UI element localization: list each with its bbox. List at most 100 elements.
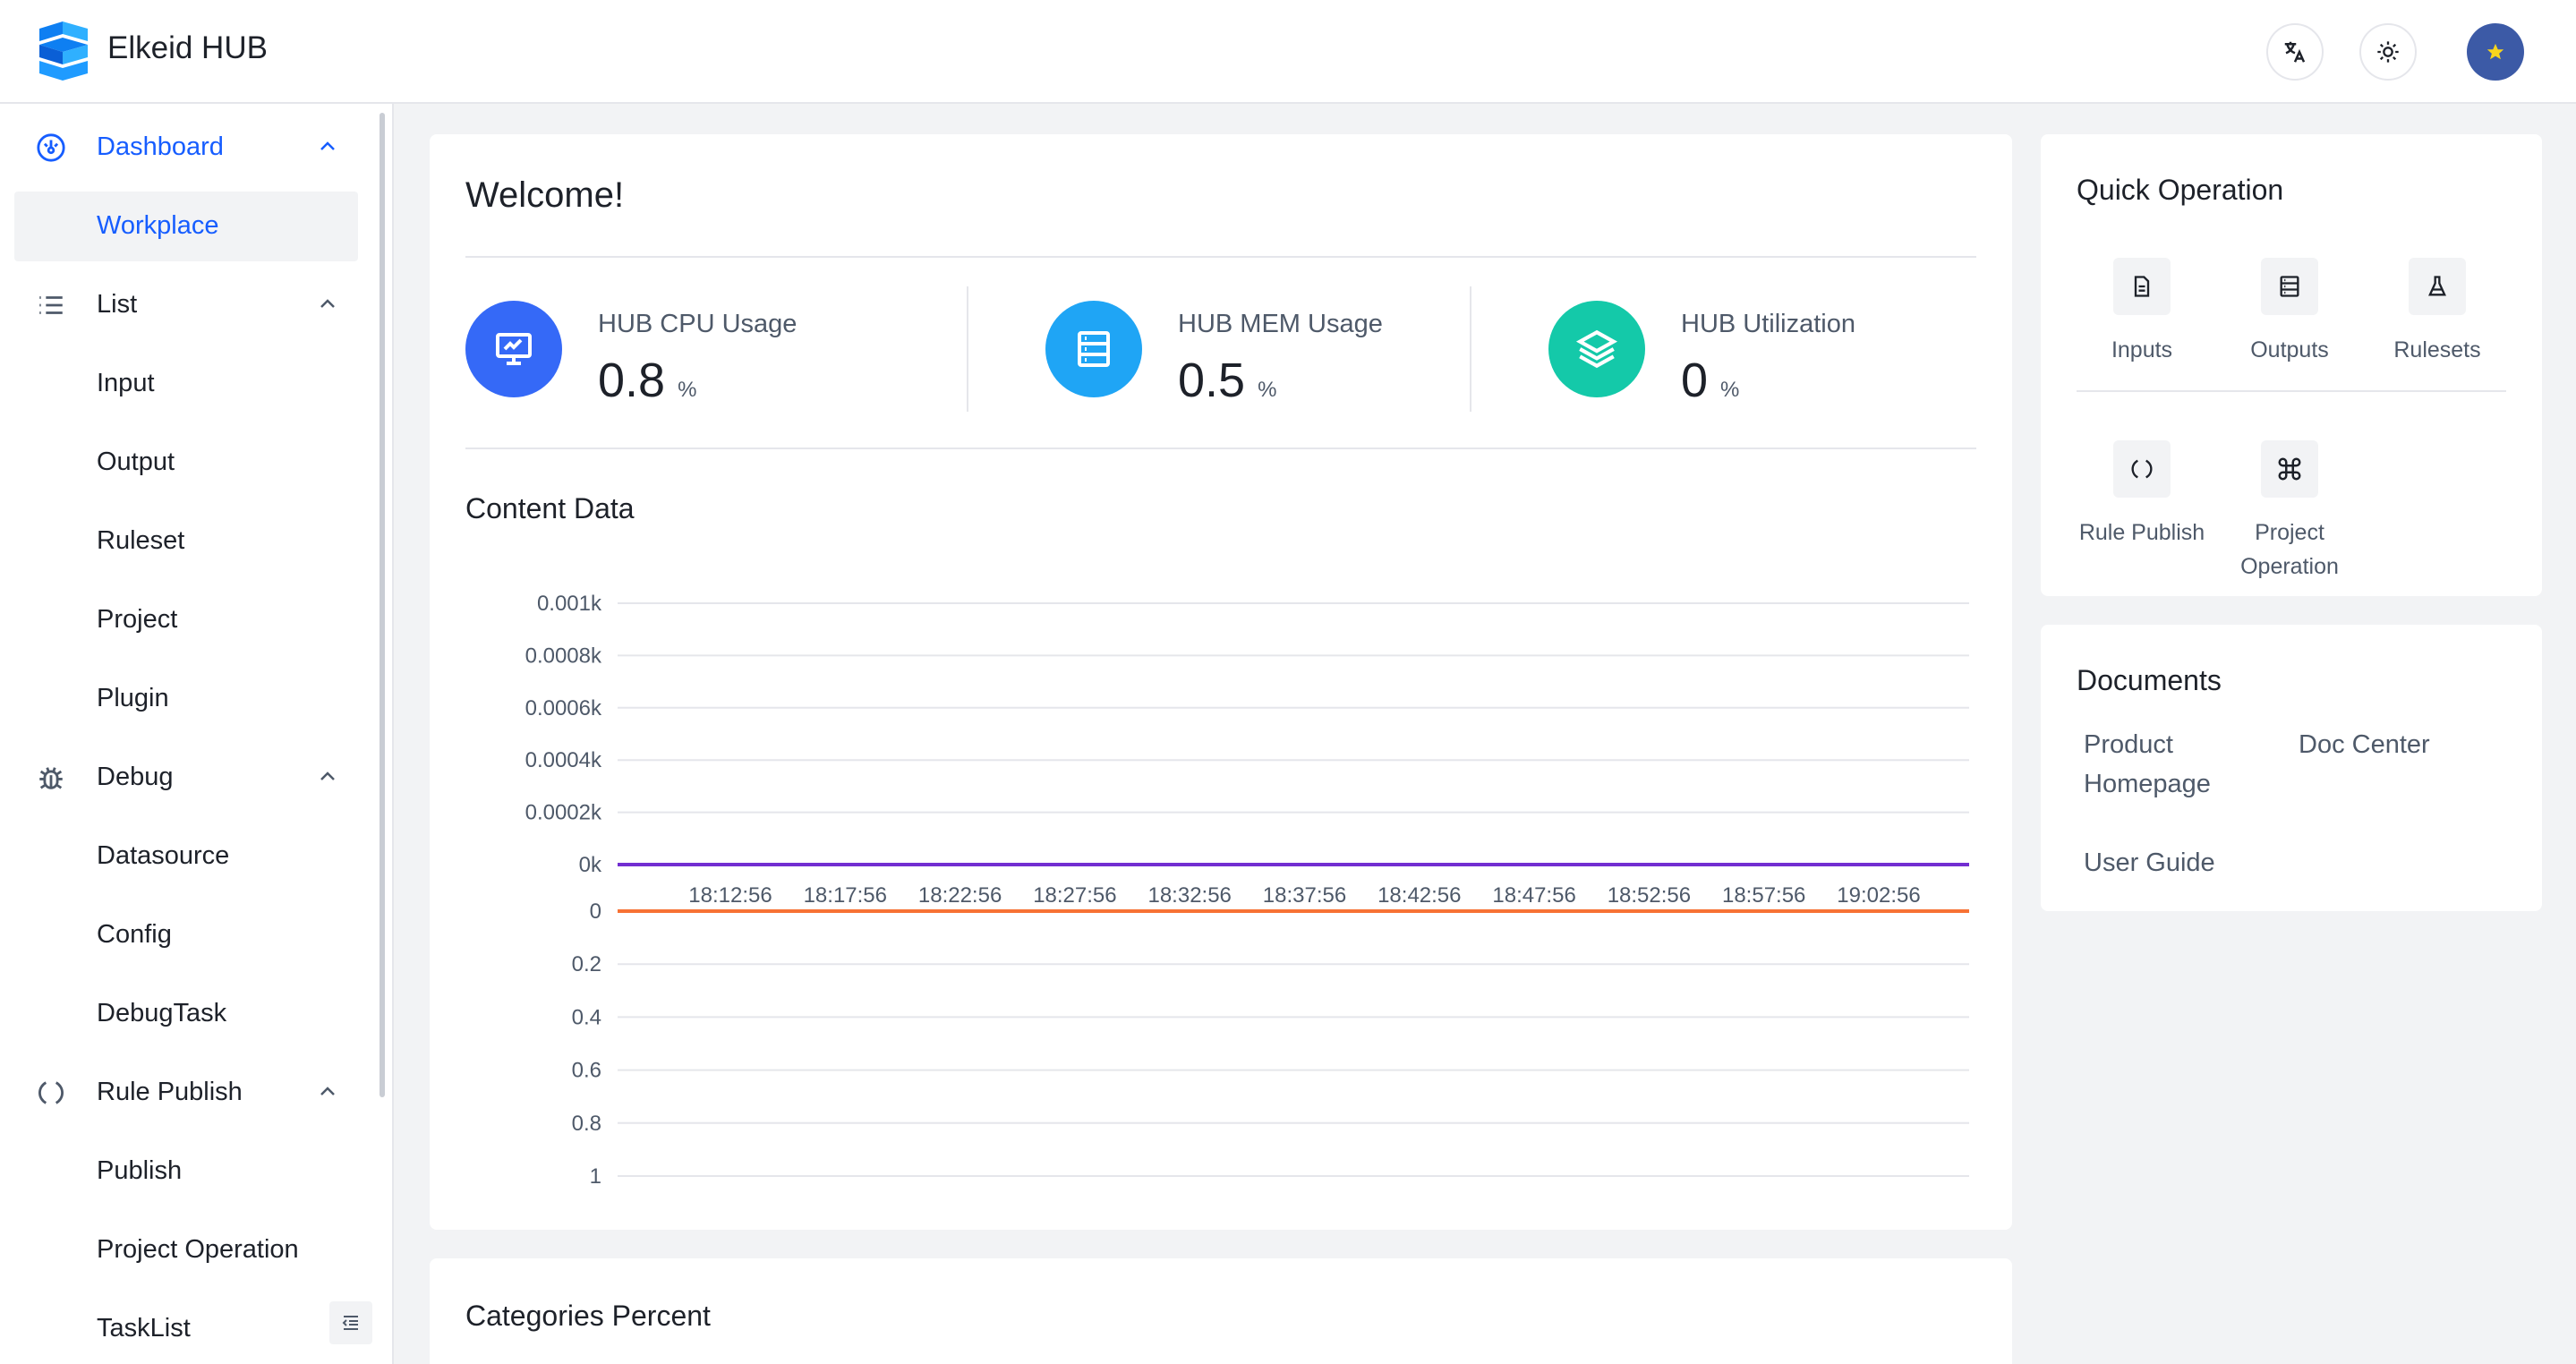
divider: [2077, 390, 2506, 392]
stat-title: HUB Utilization: [1681, 310, 1855, 338]
quick-op-project-operation[interactable]: Project Operation: [2222, 440, 2357, 584]
stat-icon-circle: [1548, 301, 1645, 397]
sidebar-item-rule-publish[interactable]: Rule Publish: [14, 1058, 358, 1128]
sidebar-item-ruleset[interactable]: Ruleset: [14, 507, 358, 576]
experiment-icon: [2428, 276, 2446, 296]
x-tick-label: 18:22:56: [918, 883, 1002, 908]
app-title: Elkeid HUB: [107, 30, 268, 65]
stat-value: 0.8: [598, 354, 666, 407]
sidebar-item-label: Ruleset: [97, 526, 185, 555]
sidebar-item-label: Publish: [97, 1156, 183, 1185]
quick-op-label: Project Operation: [2240, 520, 2339, 579]
stat-divider: [967, 286, 968, 412]
sidebar-item-debugtask[interactable]: DebugTask: [14, 979, 358, 1049]
y-tick-label: 0.4: [572, 1005, 601, 1029]
sidebar-item-label: Plugin: [97, 684, 169, 712]
stat-value-row: 0.5%: [1178, 353, 1276, 408]
sidebar-item-label: Rule Publish: [97, 1078, 243, 1106]
chevron-up-icon: [320, 1087, 335, 1095]
sidebar-item-label: Input: [97, 369, 155, 397]
quick-operation-card: Quick Operation Inputs Outputs Rulesets: [2041, 134, 2542, 596]
sidebar-scrollbar[interactable]: [380, 113, 385, 1097]
stat-unit: %: [678, 378, 697, 402]
stat-value-row: 0.8%: [598, 353, 696, 408]
categories-percent-card: Categories Percent: [430, 1258, 2012, 1364]
sidebar-item-project[interactable]: Project: [14, 585, 358, 655]
sidebar-item-config[interactable]: Config: [14, 900, 358, 970]
menu-fold-icon: [342, 1316, 358, 1330]
content-data-title: Content Data: [465, 492, 635, 524]
y-tick-label: 0.001k: [537, 592, 602, 616]
chevron-up-icon: [320, 299, 335, 308]
sidebar-item-label: Output: [97, 448, 175, 476]
y-tick-label: 0k: [579, 853, 602, 877]
y-tick-label: 1: [590, 1164, 601, 1189]
documents-title: Documents: [2077, 664, 2222, 696]
sidebar-item-dashboard[interactable]: Dashboard: [14, 113, 358, 183]
language-button[interactable]: [2266, 23, 2324, 81]
sync-icon: [38, 1081, 64, 1104]
stat-icon-circle: [465, 301, 562, 397]
quick-op-rulesets[interactable]: Rulesets: [2370, 258, 2504, 367]
sidebar-item-datasource[interactable]: Datasource: [14, 822, 358, 891]
quick-op-icon-box: [2261, 258, 2318, 315]
sidebar-item-workplace[interactable]: Workplace: [14, 192, 358, 261]
divider: [465, 256, 1976, 258]
x-tick-label: 18:12:56: [688, 883, 772, 908]
file-icon: [2134, 276, 2150, 297]
dashboard-icon: [37, 133, 65, 162]
doc-link-user-guide[interactable]: User Guide: [2084, 848, 2215, 877]
sidebar-collapse-button[interactable]: [329, 1301, 372, 1344]
x-tick-label: 18:37:56: [1263, 883, 1346, 908]
sidebar-item-output[interactable]: Output: [14, 428, 358, 498]
x-tick-label: 18:47:56: [1492, 883, 1575, 908]
layers-icon: [1575, 329, 1618, 369]
sidebar-item-list[interactable]: List: [14, 270, 358, 340]
sidebar-item-project-operation[interactable]: Project Operation: [14, 1215, 358, 1285]
sidebar-item-label: Config: [97, 920, 172, 949]
elkeid-logo-icon: [39, 21, 88, 81]
sidebar: Dashboard Workplace List Input Output Ru…: [0, 104, 394, 1364]
storage-icon: [2280, 276, 2299, 297]
quick-op-outputs[interactable]: Outputs: [2222, 258, 2357, 367]
stat-icon-circle: [1045, 301, 1142, 397]
doc-link-product-homepage[interactable]: Product Homepage: [2084, 730, 2211, 798]
quick-op-label: Inputs: [2111, 337, 2173, 362]
star-icon: [2486, 43, 2504, 60]
quick-op-icon-box: [2113, 258, 2171, 315]
user-avatar[interactable]: [2467, 23, 2524, 81]
stat-divider: [1470, 286, 1471, 412]
theme-toggle-button[interactable]: [2359, 23, 2417, 81]
quick-operation-title: Quick Operation: [2077, 174, 2284, 206]
welcome-card: Welcome! HUB CPU Usage 0.8% HUB MEM Usag…: [430, 134, 2012, 1230]
stat-unit: %: [1720, 378, 1740, 402]
sidebar-item-input[interactable]: Input: [14, 349, 358, 419]
x-tick-label: 18:32:56: [1147, 883, 1231, 908]
sidebar-item-tasklist[interactable]: TaskList: [14, 1294, 358, 1364]
sidebar-item-label: List: [97, 290, 138, 319]
monitor-icon: [496, 333, 532, 365]
sidebar-item-plugin[interactable]: Plugin: [14, 664, 358, 734]
x-tick-label: 18:42:56: [1378, 883, 1461, 908]
sync-icon: [2131, 459, 2153, 479]
y-tick-label: 0.0006k: [525, 696, 602, 720]
documents-card: Documents Product Homepage Doc Center Us…: [2041, 625, 2542, 911]
y-tick-label: 0: [590, 899, 601, 924]
categories-percent-title: Categories Percent: [465, 1300, 711, 1332]
stat-title: HUB MEM Usage: [1178, 310, 1383, 338]
stat-value: 0: [1681, 354, 1709, 407]
doc-link-doc-center[interactable]: Doc Center: [2299, 730, 2430, 759]
quick-op-rule-publish[interactable]: Rule Publish: [2075, 440, 2209, 550]
sidebar-item-publish[interactable]: Publish: [14, 1137, 358, 1206]
divider: [465, 448, 1976, 449]
sidebar-item-label: Project: [97, 605, 178, 634]
x-tick-label: 18:27:56: [1033, 883, 1116, 908]
y-tick-label: 0.6: [572, 1059, 601, 1083]
stat-value: 0.5: [1178, 354, 1246, 407]
bug-icon: [39, 767, 63, 789]
quick-op-inputs[interactable]: Inputs: [2075, 258, 2209, 367]
sidebar-item-label: Datasource: [97, 841, 230, 870]
sidebar-item-label: Project Operation: [97, 1235, 299, 1264]
sidebar-item-debug[interactable]: Debug: [14, 743, 358, 813]
translate-icon: [2284, 41, 2306, 63]
